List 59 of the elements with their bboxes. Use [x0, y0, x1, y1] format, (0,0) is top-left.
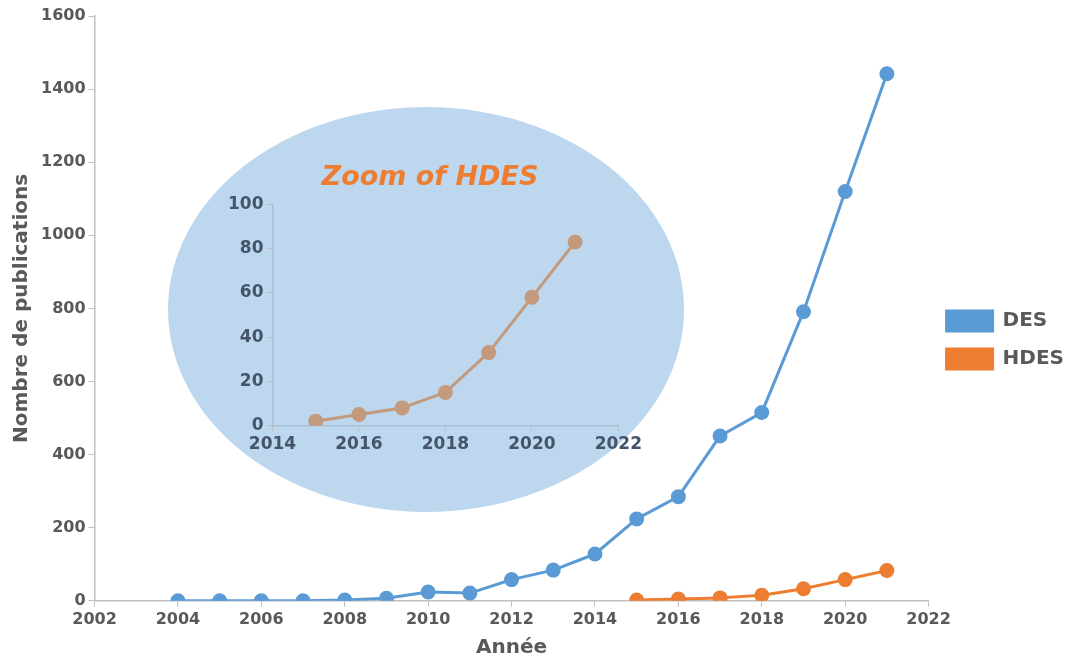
y-tick-label: 40 [239, 325, 264, 346]
x-tick-label: 2016 [656, 608, 701, 628]
y-tick-label: 800 [52, 297, 86, 317]
point [754, 405, 770, 421]
x-tick-label: 2022 [906, 608, 951, 628]
x-tick-label: 2018 [421, 433, 470, 454]
point [879, 562, 895, 578]
point [795, 304, 811, 320]
y-tick-label: 1200 [41, 151, 86, 171]
point [629, 511, 645, 527]
point [795, 581, 811, 597]
y-tick-label: 20 [239, 369, 264, 390]
point [524, 289, 540, 305]
chart-title: Zoom of HDES [320, 160, 539, 192]
point [879, 66, 895, 82]
y-tick-label: 600 [52, 370, 86, 390]
point [481, 345, 497, 361]
point [712, 428, 728, 444]
point [437, 384, 453, 400]
y-tick-label: 100 [227, 192, 264, 213]
point [420, 584, 436, 600]
y-tick-label: 60 [239, 281, 264, 302]
y-axis-title: Nombre de publications [8, 173, 33, 443]
y-tick-label: 400 [52, 443, 86, 463]
point [670, 489, 686, 505]
y-tick-label: 80 [239, 237, 264, 258]
point [567, 234, 583, 250]
x-tick-label: 2002 [72, 608, 117, 628]
x-tick-label: 2006 [239, 608, 284, 628]
x-tick-label: 2012 [489, 608, 534, 628]
y-tick-label: 0 [251, 414, 264, 435]
x-tick-label: 2014 [572, 608, 618, 628]
x-tick-label: 2016 [335, 433, 383, 454]
point [462, 585, 478, 601]
x-tick-label: 2020 [822, 608, 868, 628]
x-tick-label: 2014 [248, 433, 297, 454]
x-tick-label: 2020 [508, 433, 556, 454]
point [394, 400, 410, 416]
y-tick-label: 200 [52, 516, 86, 536]
y-tick-label: 1000 [41, 224, 86, 244]
point [308, 413, 324, 426]
point [837, 572, 853, 588]
y-tick-label: 1400 [41, 78, 86, 98]
x-tick-label: 2022 [594, 433, 643, 454]
point [351, 407, 367, 423]
point [754, 587, 770, 601]
x-axis-title: Année [476, 634, 548, 659]
point [545, 562, 561, 578]
point [837, 183, 853, 199]
y-tick-label: 1600 [41, 5, 86, 25]
point [504, 572, 520, 588]
x-tick-label: 2010 [405, 608, 451, 628]
x-tick-label: 2018 [739, 608, 785, 628]
x-tick-label: 2004 [155, 608, 201, 628]
y-tick-label: 0 [74, 589, 86, 609]
x-tick-label: 2008 [322, 608, 368, 628]
legend-label: DES [1002, 307, 1048, 332]
point [587, 546, 603, 562]
legend-label: HDES [1002, 345, 1064, 370]
